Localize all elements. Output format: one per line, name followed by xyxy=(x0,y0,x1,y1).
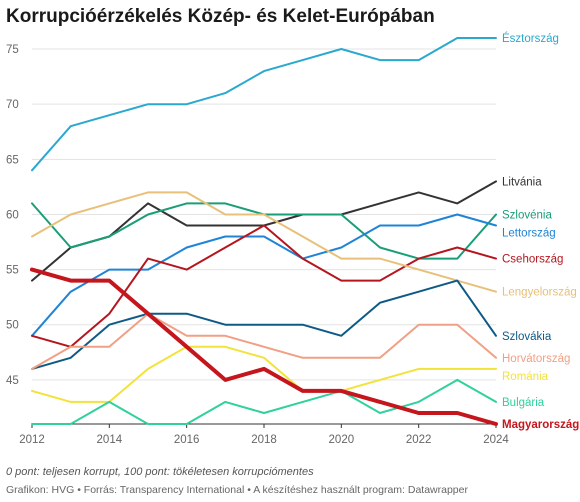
series-line xyxy=(31,37,497,172)
y-tick-label: 65 xyxy=(6,154,19,166)
y-tick-label: 55 xyxy=(6,265,19,277)
series-line xyxy=(31,224,497,348)
series-line xyxy=(31,345,497,403)
series-label: Bulgária xyxy=(502,397,545,409)
series-label: Litvánia xyxy=(502,176,542,188)
scale-note: 0 pont: teljesen korrupt, 100 pont: töké… xyxy=(6,466,314,478)
series-line xyxy=(30,267,498,426)
series-label: Észtország xyxy=(502,32,559,45)
series-line xyxy=(31,312,497,370)
x-tick-label: 2024 xyxy=(483,434,509,446)
series-line xyxy=(31,202,497,260)
y-tick-label: 75 xyxy=(6,44,19,56)
series-label-layer: Észtország Litvánia Szlovénia Lettország Cse… xyxy=(502,32,579,431)
series-line xyxy=(31,180,497,282)
x-tick-label: 2018 xyxy=(251,434,277,446)
chart-title: Korrupcióérzékelés Közép- és Kelet-Európ… xyxy=(6,6,435,27)
axis-layer: 75 70 65 60 55 50 45 2012 2014 2016 2018 2020 2022 20… xyxy=(6,44,509,446)
y-tick-label: 45 xyxy=(6,375,19,387)
series-line xyxy=(31,279,497,370)
series-layer xyxy=(30,37,498,426)
x-tick-label: 2012 xyxy=(19,434,45,446)
series-label: Szlovákia xyxy=(502,331,552,343)
y-tick-label: 50 xyxy=(6,320,19,332)
series-label: Horvátország xyxy=(502,353,570,365)
y-tick-label: 70 xyxy=(6,99,19,111)
series-line xyxy=(31,378,497,425)
series-label: Lengyelország xyxy=(502,287,577,299)
series-label: Magyarország xyxy=(502,419,579,431)
series-label: Csehország xyxy=(502,254,563,266)
series-label: Lettország xyxy=(502,227,556,239)
x-tick-label: 2014 xyxy=(97,434,123,446)
source-credits: Grafikon: HVG • Forrás: Transparency Int… xyxy=(6,484,468,496)
x-tick-label: 2022 xyxy=(406,434,432,446)
line-chart: 75 70 65 60 55 50 45 2012 2014 2016 2018 2020 2022 20… xyxy=(6,32,579,446)
series-label: Szlovénia xyxy=(502,209,552,221)
series-line xyxy=(31,191,497,293)
x-tick-label: 2016 xyxy=(174,434,200,446)
series-label: Románia xyxy=(502,371,549,383)
x-tick-label: 2020 xyxy=(329,434,355,446)
y-tick-label: 60 xyxy=(6,209,19,221)
series-line xyxy=(31,213,497,337)
